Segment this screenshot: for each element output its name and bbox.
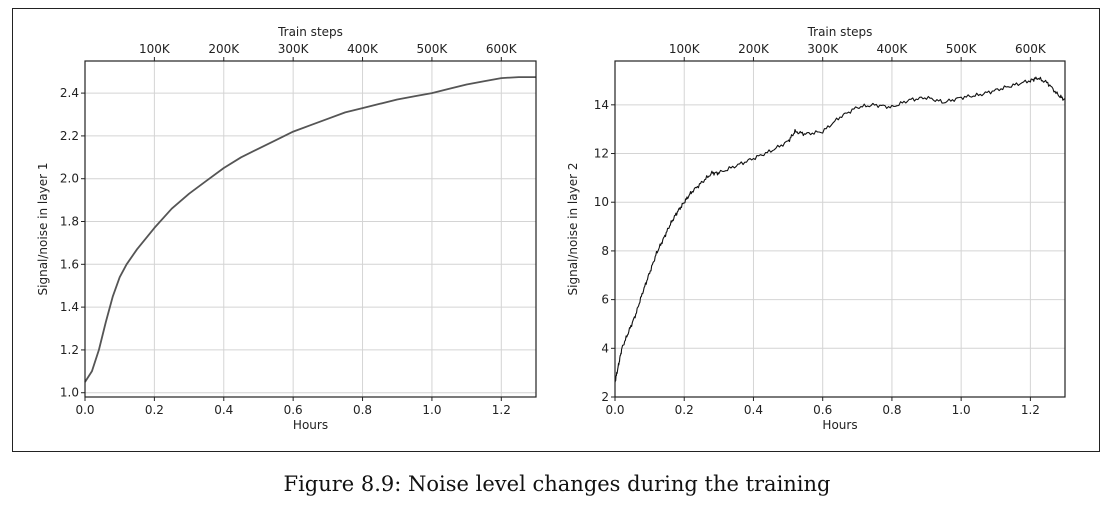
top-tick-label: 200K (208, 42, 240, 56)
top-tick-label: 100K (139, 42, 171, 56)
plot-frame (84, 60, 537, 398)
top-tick-label: 600K (1015, 42, 1047, 56)
y-tick-label: 14 (594, 98, 609, 112)
figure-caption: Figure 8.9: Noise level changes during t… (283, 472, 831, 496)
y-axis-label: Signal/noise in layer 1 (36, 163, 50, 296)
x-axis-label: Hours (822, 418, 857, 432)
x-tick-label: 0.0 (605, 403, 624, 417)
top-tick-label: 300K (807, 42, 839, 56)
top-tick-label: 400K (877, 42, 909, 56)
y-axis-label: Signal/noise in layer 2 (566, 163, 580, 296)
x-tick-label: 1.2 (492, 403, 511, 417)
y-tick-label: 2.4 (60, 86, 79, 100)
y-tick-label: 1.4 (60, 300, 79, 314)
y-tick-label: 8 (601, 244, 609, 258)
y-tick-label: 6 (601, 293, 609, 307)
x-tick-label: 0.8 (882, 403, 901, 417)
x-axis-label: Hours (293, 418, 328, 432)
x-tick-label: 0.2 (145, 403, 164, 417)
top-axis-label: Train steps (807, 25, 873, 39)
x-tick-label: 0.6 (813, 403, 832, 417)
chart-2: 0.0 0.2 0.4 0.6 0.8 1.0 1.2 2 4 6 8 10 12 14 100K 200K 3… (566, 25, 1066, 432)
top-tick-label: 200K (738, 42, 770, 56)
x-tick-label: 1.0 (952, 403, 971, 417)
top-tick-label: 500K (417, 42, 449, 56)
y-tick-label: 2.0 (60, 172, 79, 186)
series-line (84, 76, 536, 383)
x-tick-label: 1.2 (1021, 403, 1040, 417)
figure-frame (12, 8, 1100, 452)
x-tick-label: 0.4 (744, 403, 763, 417)
top-axis-label: Train steps (277, 25, 343, 39)
y-tick-label: 4 (601, 341, 609, 355)
top-tick-label: 100K (669, 42, 701, 56)
y-tick-label: 1.0 (60, 386, 79, 400)
top-tick-label: 400K (347, 42, 379, 56)
y-tick-label: 1.8 (60, 215, 79, 229)
chart-1: 0.0 0.2 0.4 0.6 0.8 1.0 1.2 1.0 1.2 1.4 1.6 1.8 2.0 2… (36, 25, 537, 432)
x-tick-label: 0.6 (284, 403, 303, 417)
plot-frame (614, 60, 1066, 398)
x-tick-label: 0.2 (675, 403, 694, 417)
top-tick-label: 300K (278, 42, 310, 56)
x-tick-label: 1.0 (422, 403, 441, 417)
x-tick-label: 0.4 (214, 403, 233, 417)
series-line (614, 76, 1066, 383)
x-tick-label: 0.0 (75, 403, 94, 417)
y-tick-label: 10 (594, 195, 609, 209)
y-tick-label: 1.6 (60, 257, 79, 271)
y-tick-label: 12 (594, 147, 609, 161)
y-tick-label: 2 (601, 390, 609, 404)
top-tick-label: 600K (486, 42, 518, 56)
x-tick-label: 0.8 (353, 403, 372, 417)
y-tick-label: 2.2 (60, 129, 79, 143)
y-tick-label: 1.2 (60, 343, 79, 357)
top-tick-label: 500K (946, 42, 978, 56)
